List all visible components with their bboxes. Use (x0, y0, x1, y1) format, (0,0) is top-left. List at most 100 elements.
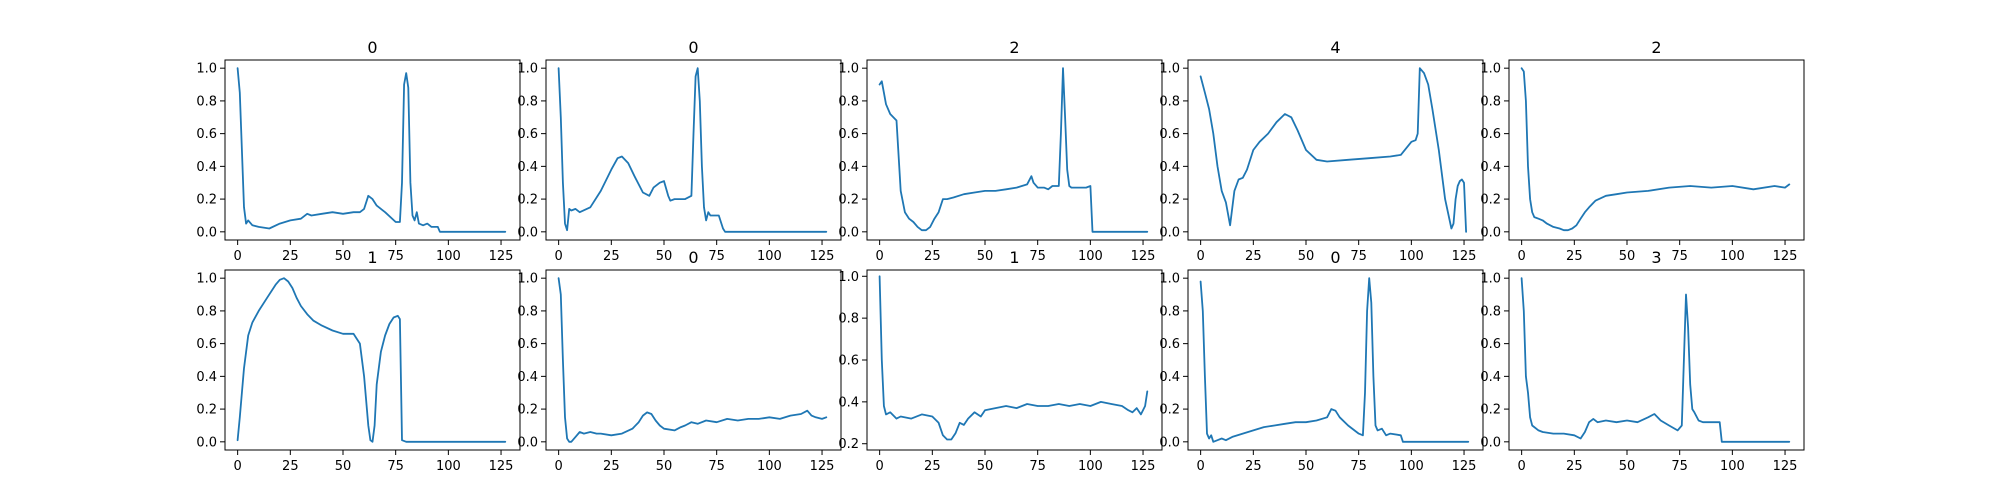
subplot-title: 1 (367, 248, 377, 267)
y-tick-label: 0.4 (196, 370, 217, 385)
y-tick-label: 0.6 (517, 127, 538, 142)
y-tick-label: 1.0 (838, 270, 859, 285)
subplot-3: 0 25 50 75 100 125 0.0 0.2 0.4 0.6 0.8 1.0 4 (1159, 38, 1484, 264)
subplot-6: 0 25 50 75 100 125 0.0 0.2 0.4 0.6 0.8 1.0 0 (517, 248, 842, 474)
plot-frame (224, 59, 521, 241)
y-tick-label: 0.6 (1159, 127, 1180, 142)
plot-frame (1508, 269, 1805, 451)
series-line-4-0 (1520, 67, 1791, 232)
y-tick-label: 0.8 (1159, 304, 1180, 319)
y-tick-label: 0.2 (517, 403, 538, 418)
x-tick-label: 100 (1399, 459, 1424, 474)
x-tick-label: 100 (1720, 249, 1745, 264)
series-line-3-0 (1199, 67, 1467, 233)
y-tick-label: 0.8 (196, 304, 217, 319)
subplot-title: 0 (688, 38, 698, 57)
series-line-5-0 (236, 277, 507, 443)
x-tick-label: 75 (708, 459, 725, 474)
y-tick-label: 0.6 (1480, 337, 1501, 352)
y-tick-label: 1.0 (838, 62, 859, 77)
x-tick-label: 0 (876, 249, 884, 264)
subplot-title: 2 (1651, 38, 1661, 57)
subplot-title: 3 (1651, 248, 1661, 267)
subplot-title: 1 (1009, 248, 1019, 267)
subplot-9: 0 25 50 75 100 125 0.0 0.2 0.4 0.6 0.8 1.0 3 (1480, 248, 1805, 474)
x-tick-label: 100 (757, 249, 782, 264)
y-tick-label: 0.4 (196, 160, 217, 175)
x-tick-label: 125 (1773, 249, 1798, 264)
y-tick-label: 0.2 (196, 403, 217, 418)
subplot-title: 0 (1330, 248, 1340, 267)
x-tick-label: 75 (1029, 249, 1046, 264)
y-tick-label: 0.6 (196, 127, 217, 142)
series-line-0-0 (236, 67, 507, 233)
y-tick-label: 0.8 (838, 94, 859, 109)
x-tick-label: 25 (924, 459, 941, 474)
x-tick-label: 25 (1245, 459, 1262, 474)
x-tick-label: 50 (977, 459, 994, 474)
series-line-6-0 (557, 277, 828, 443)
y-tick-label: 1.0 (196, 272, 217, 287)
y-tick-label: 0.0 (196, 435, 217, 450)
plot-frame (545, 269, 842, 451)
y-tick-label: 0.2 (1159, 193, 1180, 208)
subplot-title: 2 (1009, 38, 1019, 57)
y-tick-label: 1.0 (1480, 62, 1501, 77)
x-tick-label: 125 (1452, 249, 1477, 264)
x-tick-label: 125 (1773, 459, 1798, 474)
x-tick-label: 100 (1399, 249, 1424, 264)
x-tick-label: 25 (924, 249, 941, 264)
y-tick-label: 0.2 (196, 193, 217, 208)
x-tick-label: 0 (234, 249, 242, 264)
x-tick-label: 50 (335, 459, 352, 474)
x-tick-label: 25 (1566, 459, 1583, 474)
y-tick-label: 1.0 (1159, 62, 1180, 77)
x-tick-label: 100 (1720, 459, 1745, 474)
series-line-9-0 (1520, 277, 1791, 443)
y-tick-label: 1.0 (1159, 272, 1180, 287)
y-tick-label: 1.0 (196, 62, 217, 77)
y-tick-label: 1.0 (517, 272, 538, 287)
y-tick-label: 0.6 (838, 127, 859, 142)
y-tick-label: 0.0 (1159, 435, 1180, 450)
x-tick-label: 50 (1298, 459, 1315, 474)
x-tick-label: 0 (1197, 249, 1205, 264)
x-tick-label: 125 (489, 249, 514, 264)
subplot-4: 0 25 50 75 100 125 0.0 0.2 0.4 0.6 0.8 1.0 2 (1480, 38, 1805, 264)
y-tick-label: 0.4 (517, 370, 538, 385)
plot-frame (866, 59, 1163, 241)
subplot-5: 0 25 50 75 100 125 0.0 0.2 0.4 0.6 0.8 1.0 1 (196, 248, 521, 474)
y-tick-label: 0.8 (838, 312, 859, 327)
x-tick-label: 75 (1350, 459, 1367, 474)
y-tick-label: 0.6 (196, 337, 217, 352)
x-tick-label: 25 (1566, 249, 1583, 264)
plot-frame (866, 269, 1163, 451)
x-tick-label: 125 (1131, 249, 1156, 264)
y-tick-label: 0.0 (196, 225, 217, 240)
y-tick-label: 0.0 (1480, 225, 1501, 240)
x-tick-label: 75 (1029, 459, 1046, 474)
y-tick-label: 0.0 (1159, 225, 1180, 240)
x-tick-label: 75 (1350, 249, 1367, 264)
x-tick-label: 0 (555, 249, 563, 264)
x-tick-label: 25 (603, 459, 620, 474)
plot-frame (1187, 59, 1484, 241)
plot-frame (545, 59, 842, 241)
x-tick-label: 25 (282, 459, 299, 474)
x-tick-label: 0 (876, 459, 884, 474)
y-tick-label: 0.8 (517, 304, 538, 319)
y-tick-label: 0.8 (196, 94, 217, 109)
y-tick-label: 0.2 (838, 437, 859, 452)
x-tick-label: 50 (656, 459, 673, 474)
subplot-0: 0 25 50 75 100 125 0.0 0.2 0.4 0.6 0.8 1.0 0 (196, 38, 521, 264)
x-tick-label: 25 (603, 249, 620, 264)
y-tick-label: 0.8 (1159, 94, 1180, 109)
x-tick-label: 125 (810, 249, 835, 264)
y-tick-label: 0.6 (1159, 337, 1180, 352)
y-tick-label: 0.6 (838, 354, 859, 369)
x-tick-label: 0 (555, 459, 563, 474)
subplot-7: 0 25 50 75 100 125 0.2 0.4 0.6 0.8 1.0 1 (838, 248, 1163, 474)
x-tick-label: 25 (282, 249, 299, 264)
y-tick-label: 0.4 (517, 160, 538, 175)
x-tick-label: 0 (1518, 459, 1526, 474)
